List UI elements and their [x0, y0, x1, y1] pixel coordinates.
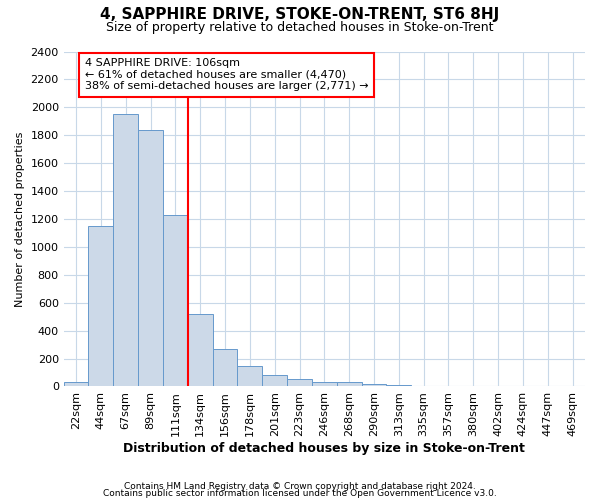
- Text: 4 SAPPHIRE DRIVE: 106sqm
← 61% of detached houses are smaller (4,470)
38% of sem: 4 SAPPHIRE DRIVE: 106sqm ← 61% of detach…: [85, 58, 368, 92]
- Bar: [212, 349, 238, 387]
- Y-axis label: Number of detached properties: Number of detached properties: [15, 132, 25, 306]
- Bar: [287, 380, 312, 386]
- Bar: [337, 382, 362, 386]
- Text: Contains public sector information licensed under the Open Government Licence v3: Contains public sector information licen…: [103, 490, 497, 498]
- Bar: [64, 382, 88, 386]
- Text: Contains HM Land Registry data © Crown copyright and database right 2024.: Contains HM Land Registry data © Crown c…: [124, 482, 476, 491]
- Text: Size of property relative to detached houses in Stoke-on-Trent: Size of property relative to detached ho…: [106, 21, 494, 34]
- Bar: [312, 382, 337, 386]
- Bar: [262, 376, 287, 386]
- Bar: [238, 366, 262, 386]
- X-axis label: Distribution of detached houses by size in Stoke-on-Trent: Distribution of detached houses by size …: [124, 442, 525, 455]
- Bar: [362, 384, 386, 386]
- Bar: [163, 216, 188, 386]
- Bar: [138, 130, 163, 386]
- Text: 4, SAPPHIRE DRIVE, STOKE-ON-TRENT, ST6 8HJ: 4, SAPPHIRE DRIVE, STOKE-ON-TRENT, ST6 8…: [100, 8, 500, 22]
- Bar: [188, 314, 212, 386]
- Bar: [88, 226, 113, 386]
- Bar: [113, 114, 138, 386]
